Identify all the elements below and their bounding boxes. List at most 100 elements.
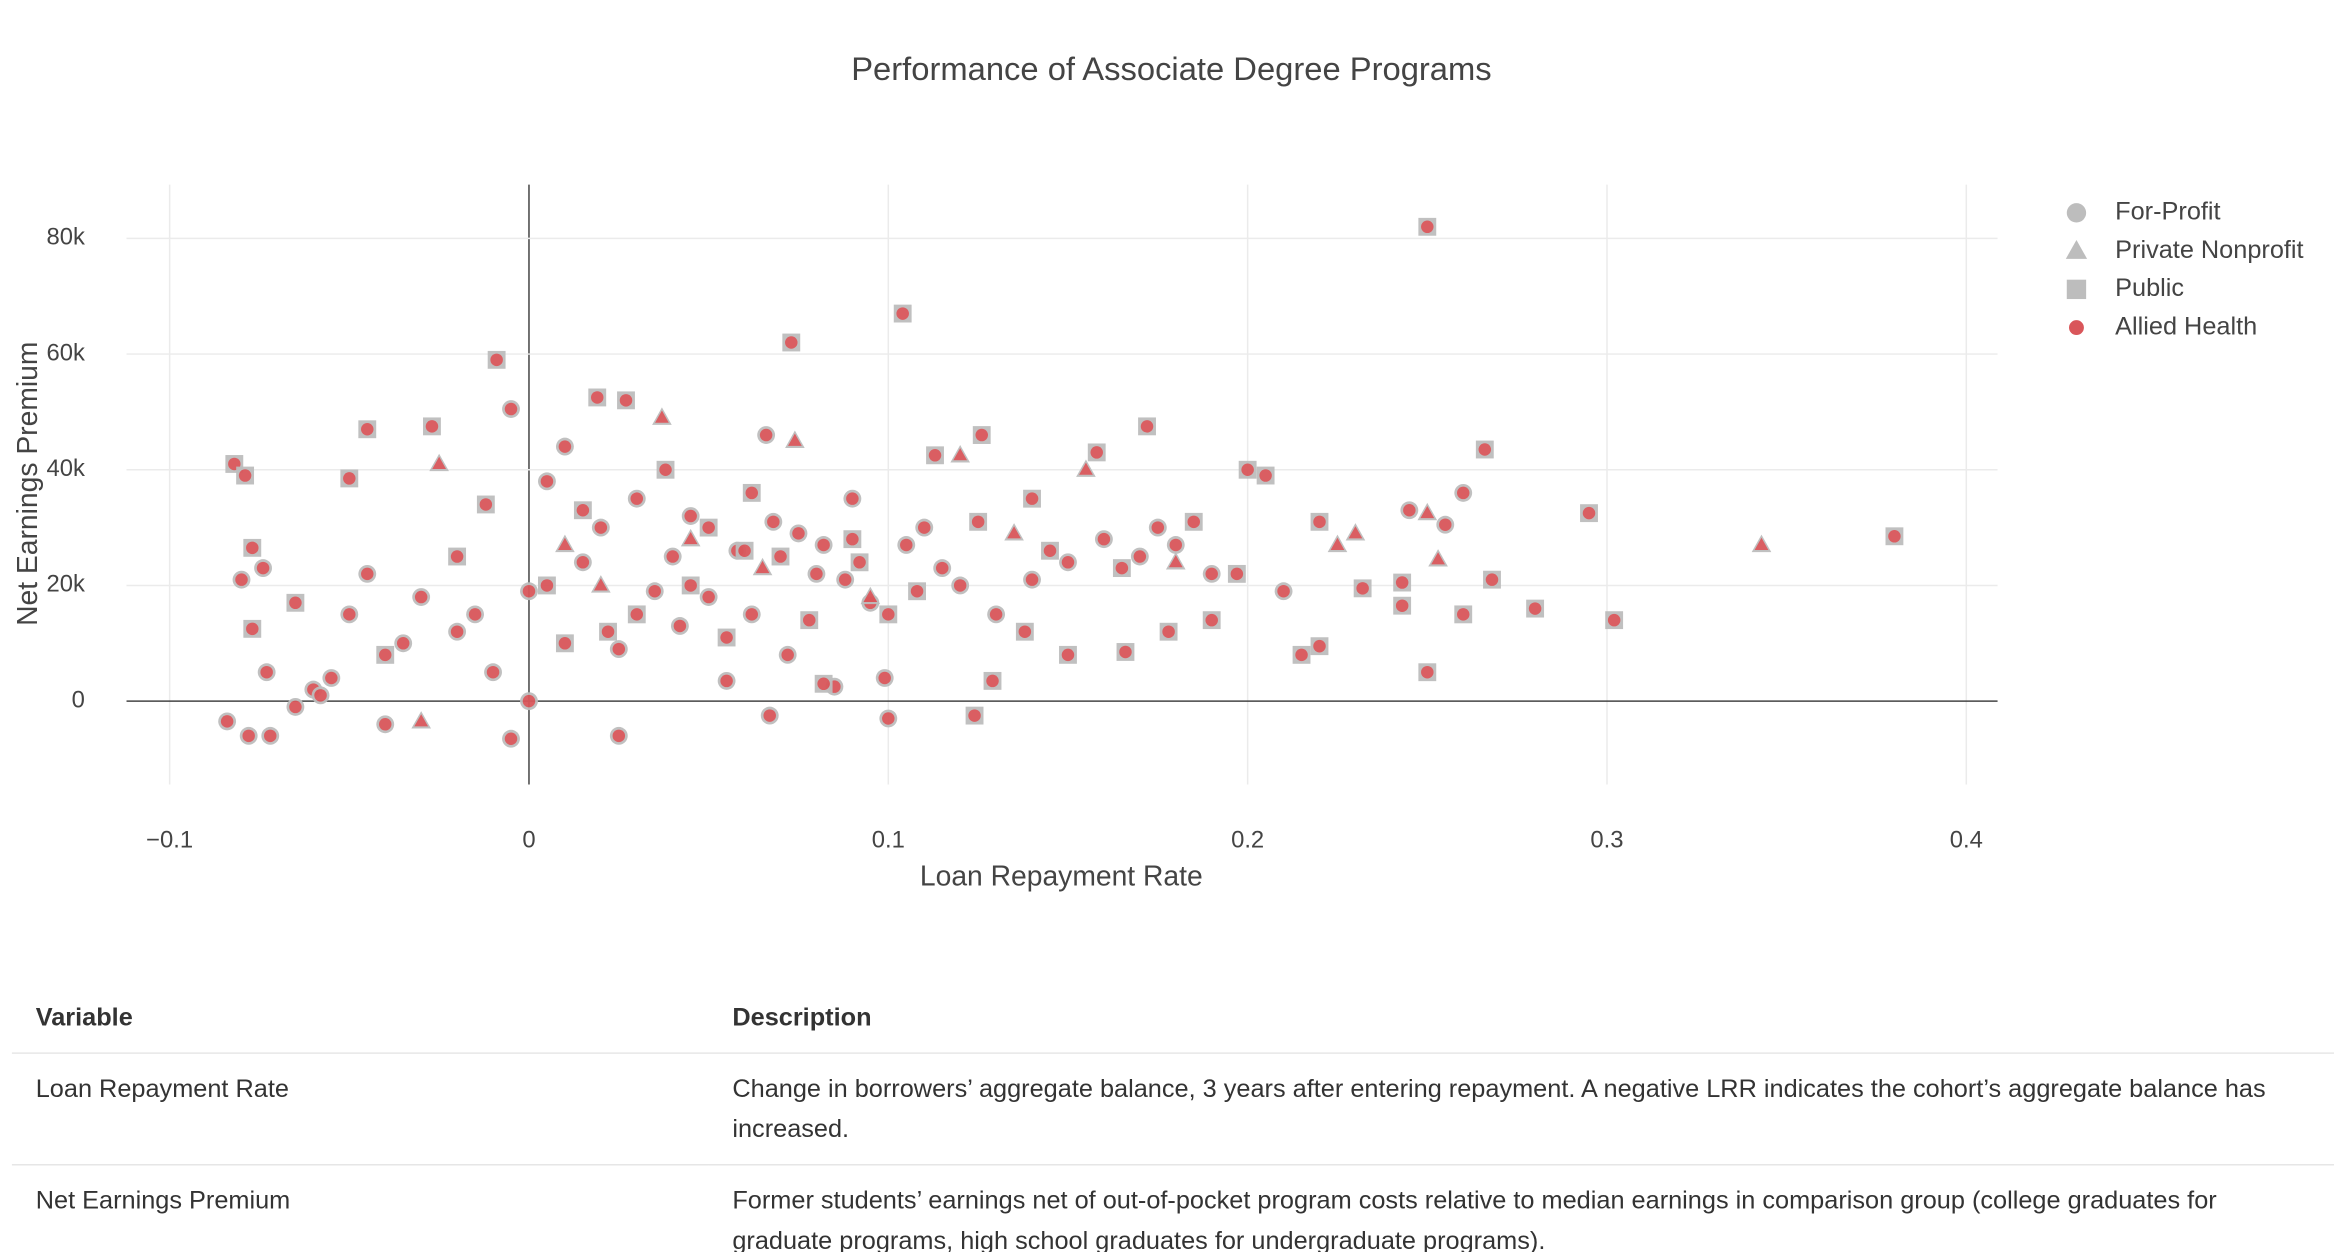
point-fill xyxy=(1061,556,1075,569)
point xyxy=(1292,645,1311,664)
point xyxy=(897,536,916,554)
point xyxy=(663,547,682,566)
point-fill xyxy=(396,637,410,650)
point xyxy=(951,576,970,595)
point-fill xyxy=(882,712,895,725)
point xyxy=(286,697,305,716)
point-fill xyxy=(882,608,895,621)
point-fill xyxy=(666,550,679,563)
point xyxy=(261,726,280,745)
point-fill xyxy=(289,700,302,714)
point xyxy=(908,582,926,601)
point xyxy=(1751,534,1772,553)
point-fill xyxy=(238,469,252,482)
point xyxy=(1580,504,1598,523)
point xyxy=(969,512,988,531)
point-fill xyxy=(774,550,787,563)
point-fill xyxy=(468,608,482,621)
point xyxy=(742,483,761,502)
point xyxy=(1076,459,1096,477)
point xyxy=(717,671,736,690)
point-fill xyxy=(1439,518,1452,531)
legend-label: Public xyxy=(2115,274,2184,302)
point xyxy=(1015,622,1034,641)
point xyxy=(340,469,359,488)
point xyxy=(591,518,610,537)
point xyxy=(239,726,258,745)
point xyxy=(807,564,826,583)
point-fill xyxy=(343,608,356,621)
point xyxy=(286,593,305,612)
point-fill xyxy=(817,538,830,552)
point xyxy=(1004,523,1024,541)
point-fill xyxy=(785,336,798,349)
point xyxy=(429,453,449,472)
point xyxy=(814,536,833,554)
point-fill xyxy=(720,674,733,688)
point-fill xyxy=(648,584,661,598)
point xyxy=(1138,417,1156,436)
point-fill xyxy=(1151,521,1165,534)
point xyxy=(879,709,898,728)
point xyxy=(609,640,628,659)
point-fill xyxy=(378,648,392,662)
point xyxy=(1059,553,1077,572)
point-fill xyxy=(684,509,697,523)
x-tick-label: 0 xyxy=(522,826,535,853)
chart: Performance of Associate Degree Programs… xyxy=(11,50,2303,892)
point-fill xyxy=(792,527,805,540)
point xyxy=(1165,552,1186,570)
point xyxy=(218,712,237,731)
point xyxy=(926,446,944,465)
point-fill xyxy=(1018,625,1032,638)
point xyxy=(1436,515,1455,534)
cell: Change in borrowers’ aggregate balance, … xyxy=(708,1053,2334,1166)
point-fill xyxy=(1313,639,1326,653)
point xyxy=(1202,611,1221,630)
point-fill xyxy=(289,596,302,610)
point-fill xyxy=(450,625,464,638)
point xyxy=(782,333,801,352)
point-fill xyxy=(576,556,590,569)
point xyxy=(609,726,628,745)
point xyxy=(257,663,276,682)
point-fill xyxy=(953,448,968,461)
point xyxy=(752,557,773,576)
point xyxy=(627,489,646,508)
point-fill xyxy=(425,420,439,433)
point xyxy=(778,645,797,664)
point xyxy=(850,553,869,572)
point-fill xyxy=(810,567,823,581)
point xyxy=(1400,501,1419,520)
point-fill xyxy=(971,515,985,529)
point xyxy=(681,507,700,525)
point xyxy=(1094,530,1113,549)
point-fill xyxy=(522,584,536,598)
point-fill xyxy=(673,619,687,633)
point-fill xyxy=(846,492,859,505)
point xyxy=(502,400,520,418)
point xyxy=(735,541,754,560)
y-tick-label: 80k xyxy=(46,224,84,251)
point-fill xyxy=(1115,561,1129,575)
point xyxy=(757,426,776,444)
point-fill xyxy=(540,579,554,592)
point-fill xyxy=(1295,648,1308,662)
point-fill xyxy=(314,689,327,702)
point xyxy=(1353,579,1372,598)
legend-label: Private Nonprofit xyxy=(2115,236,2303,264)
point-fill xyxy=(1090,446,1103,459)
point-fill xyxy=(683,531,698,545)
point xyxy=(555,437,574,456)
point-fill xyxy=(242,729,255,743)
point-fill xyxy=(1888,530,1901,543)
point-fill xyxy=(896,307,909,320)
point xyxy=(573,501,592,520)
point-fill xyxy=(1420,505,1435,519)
point xyxy=(588,388,607,407)
point-fill xyxy=(256,561,270,575)
point-fill xyxy=(755,560,770,574)
point-fill xyxy=(1313,515,1326,529)
y-tick-label: 60k xyxy=(46,339,84,366)
